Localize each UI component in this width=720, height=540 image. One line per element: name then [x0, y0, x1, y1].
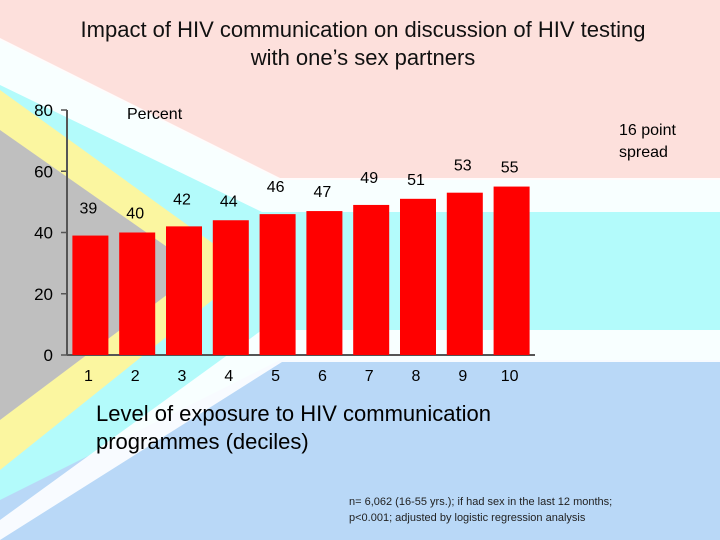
- x-tick-label: 2: [131, 368, 140, 385]
- footnote-line2: p<0.001; adjusted by logistic regression…: [349, 512, 586, 524]
- bg-pink-band: [0, 0, 720, 180]
- x-tick-label: 9: [458, 368, 467, 385]
- x-tick-label: 8: [412, 368, 421, 385]
- bg-white-stripe-bottom: [0, 330, 720, 540]
- y-tick-label: 40: [34, 224, 53, 243]
- spread-annotation: 16 point spread: [619, 120, 709, 164]
- bar: [306, 211, 343, 355]
- spread-annotation-line1: 16 point: [619, 122, 676, 139]
- x-tick-label: 1: [84, 368, 93, 385]
- x-tick-label: 6: [318, 368, 327, 385]
- bar: [119, 232, 156, 355]
- data-label: 44: [220, 193, 238, 210]
- bar: [400, 198, 436, 355]
- data-label: 46: [267, 179, 285, 196]
- x-tick-label: 7: [365, 368, 374, 385]
- footnote: n= 6,062 (16-55 yrs.); if had sex in the…: [349, 494, 679, 526]
- y-tick-label: 20: [34, 285, 53, 304]
- data-label: 53: [454, 158, 472, 175]
- data-label: 39: [80, 201, 98, 218]
- bg-white-stripe-top: [0, 38, 720, 212]
- y-tick-label: 80: [34, 101, 53, 120]
- data-label: 55: [501, 160, 519, 177]
- chart-title-line2: with one’s sex partners: [250, 45, 476, 70]
- x-tick-label: 4: [224, 368, 233, 385]
- data-label: 42: [173, 191, 191, 208]
- spread-annotation-line2: spread: [619, 144, 668, 161]
- bar: [259, 214, 296, 355]
- data-label: 40: [126, 206, 144, 223]
- x-tick-label: 3: [178, 368, 187, 385]
- chart-title: Impact of HIV communication on discussio…: [20, 16, 706, 72]
- x-axis-title: Level of exposure to HIV communication p…: [96, 401, 491, 454]
- y-tick-label: 0: [44, 346, 53, 365]
- chart-title-line1: Impact of HIV communication on discussio…: [80, 17, 646, 42]
- bar: [166, 226, 202, 355]
- bar: [353, 204, 390, 355]
- y-tick-label: 60: [34, 162, 53, 181]
- bar: [72, 235, 109, 355]
- footnote-line1: n= 6,062 (16-55 yrs.); if had sex in the…: [349, 496, 613, 508]
- data-label: 49: [360, 170, 378, 187]
- bar: [493, 186, 530, 355]
- data-label: 47: [314, 184, 332, 201]
- bar: [446, 192, 483, 355]
- bar: [212, 220, 249, 355]
- data-label: 51: [407, 172, 425, 189]
- y-axis-unit-label: Percent: [127, 106, 183, 123]
- x-tick-label: 5: [271, 368, 280, 385]
- x-tick-label: 10: [501, 368, 519, 385]
